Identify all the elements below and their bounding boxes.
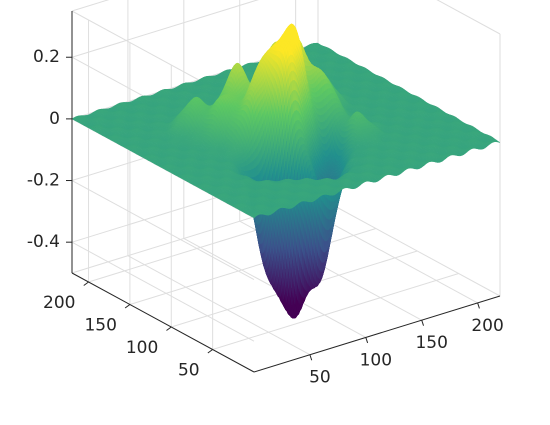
right-top-edge [318, 0, 500, 34]
surface [72, 24, 500, 318]
floor-edge-right [318, 197, 500, 296]
floor-grid-y [130, 229, 376, 305]
back-top-edge [72, 0, 318, 11]
